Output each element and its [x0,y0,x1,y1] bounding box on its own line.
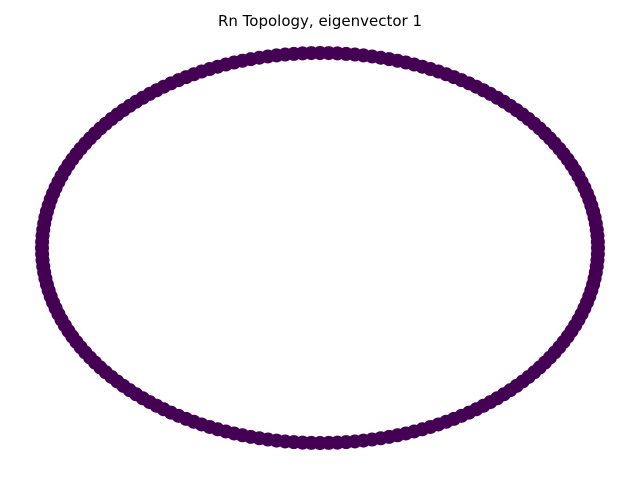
graph-node [591,235,605,249]
graph-nodes [35,46,605,450]
